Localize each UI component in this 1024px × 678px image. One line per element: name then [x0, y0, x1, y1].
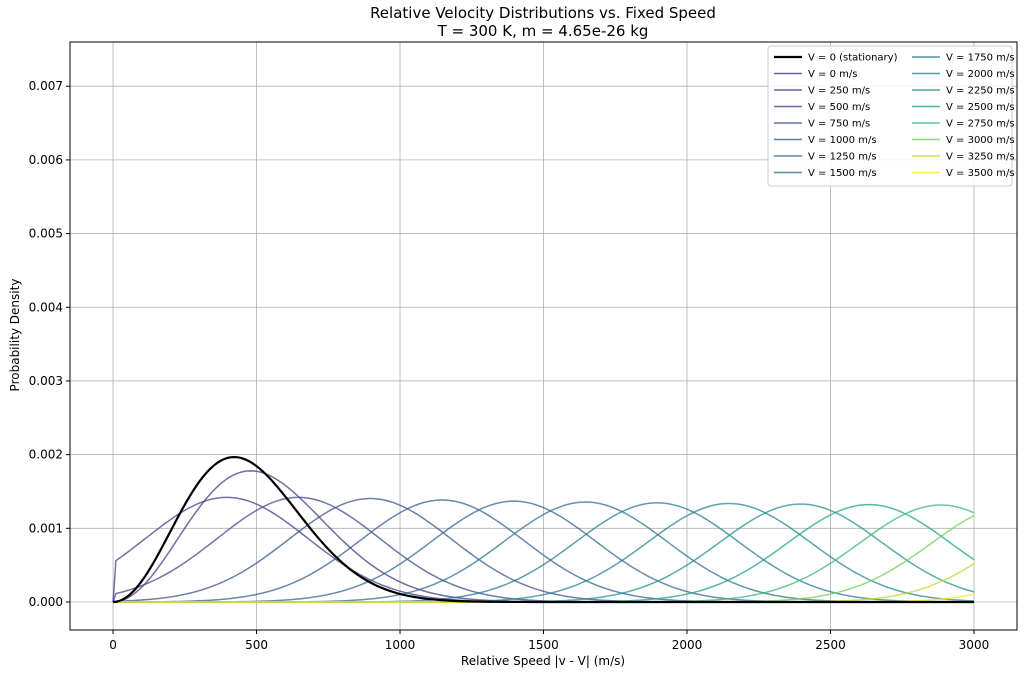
legend-label: V = 1500 m/s [808, 168, 877, 179]
legend-label: V = 2250 m/s [946, 86, 1015, 97]
x-tick-label: 2500 [815, 638, 846, 652]
x-tick-label: 2000 [672, 638, 703, 652]
chart-title: Relative Velocity Distributions vs. Fixe… [370, 4, 716, 22]
y-tick-label: 0.007 [29, 79, 63, 93]
y-tick-label: 0.003 [29, 374, 63, 388]
legend-label: V = 1250 m/s [808, 152, 877, 163]
legend-label: V = 2750 m/s [946, 119, 1015, 130]
y-tick-label: 0.002 [29, 448, 63, 462]
x-axis-label: Relative Speed |v - V| (m/s) [461, 654, 625, 668]
legend-label: V = 3000 m/s [946, 135, 1015, 146]
series-group [112, 455, 975, 604]
legend-label: V = 2500 m/s [946, 102, 1015, 113]
legend-label: V = 3500 m/s [946, 168, 1015, 179]
legend-label: V = 0 (stationary) [808, 53, 898, 64]
x-tick-label: 500 [245, 638, 268, 652]
legend: V = 0 (stationary) V = 0 m/s V = 250 m/s V … [767, 45, 1015, 187]
x-tick-label: 1500 [528, 638, 559, 652]
y-tick-label: 0.006 [29, 153, 63, 167]
x-tick-label: 0 [109, 638, 117, 652]
legend-box [767, 45, 1013, 187]
legend-label: V = 3250 m/s [946, 152, 1015, 163]
legend-label: V = 250 m/s [808, 86, 870, 97]
axis-ticks: 0 500 1000 1500 2000 2500 3000 0.000 0.001 0.002 0… [29, 79, 990, 652]
legend-label: V = 1000 m/s [808, 135, 877, 146]
y-tick-label: 0.004 [29, 300, 63, 314]
y-axis-label: Probability Density [8, 279, 22, 392]
y-tick-label: 0.005 [29, 227, 63, 241]
chart-subtitle: T = 300 K, m = 4.65e-26 kg [437, 22, 649, 40]
x-tick-label: 3000 [959, 638, 990, 652]
y-tick-label: 0.001 [29, 521, 63, 535]
legend-label: V = 750 m/s [808, 119, 870, 130]
x-tick-label: 1000 [385, 638, 416, 652]
legend-label: V = 2000 m/s [946, 69, 1015, 80]
legend-label: V = 0 m/s [808, 69, 857, 80]
series-line [112, 455, 974, 604]
y-tick-label: 0.000 [29, 595, 63, 609]
legend-label: V = 1750 m/s [946, 53, 1015, 64]
legend-label: V = 500 m/s [808, 102, 870, 113]
